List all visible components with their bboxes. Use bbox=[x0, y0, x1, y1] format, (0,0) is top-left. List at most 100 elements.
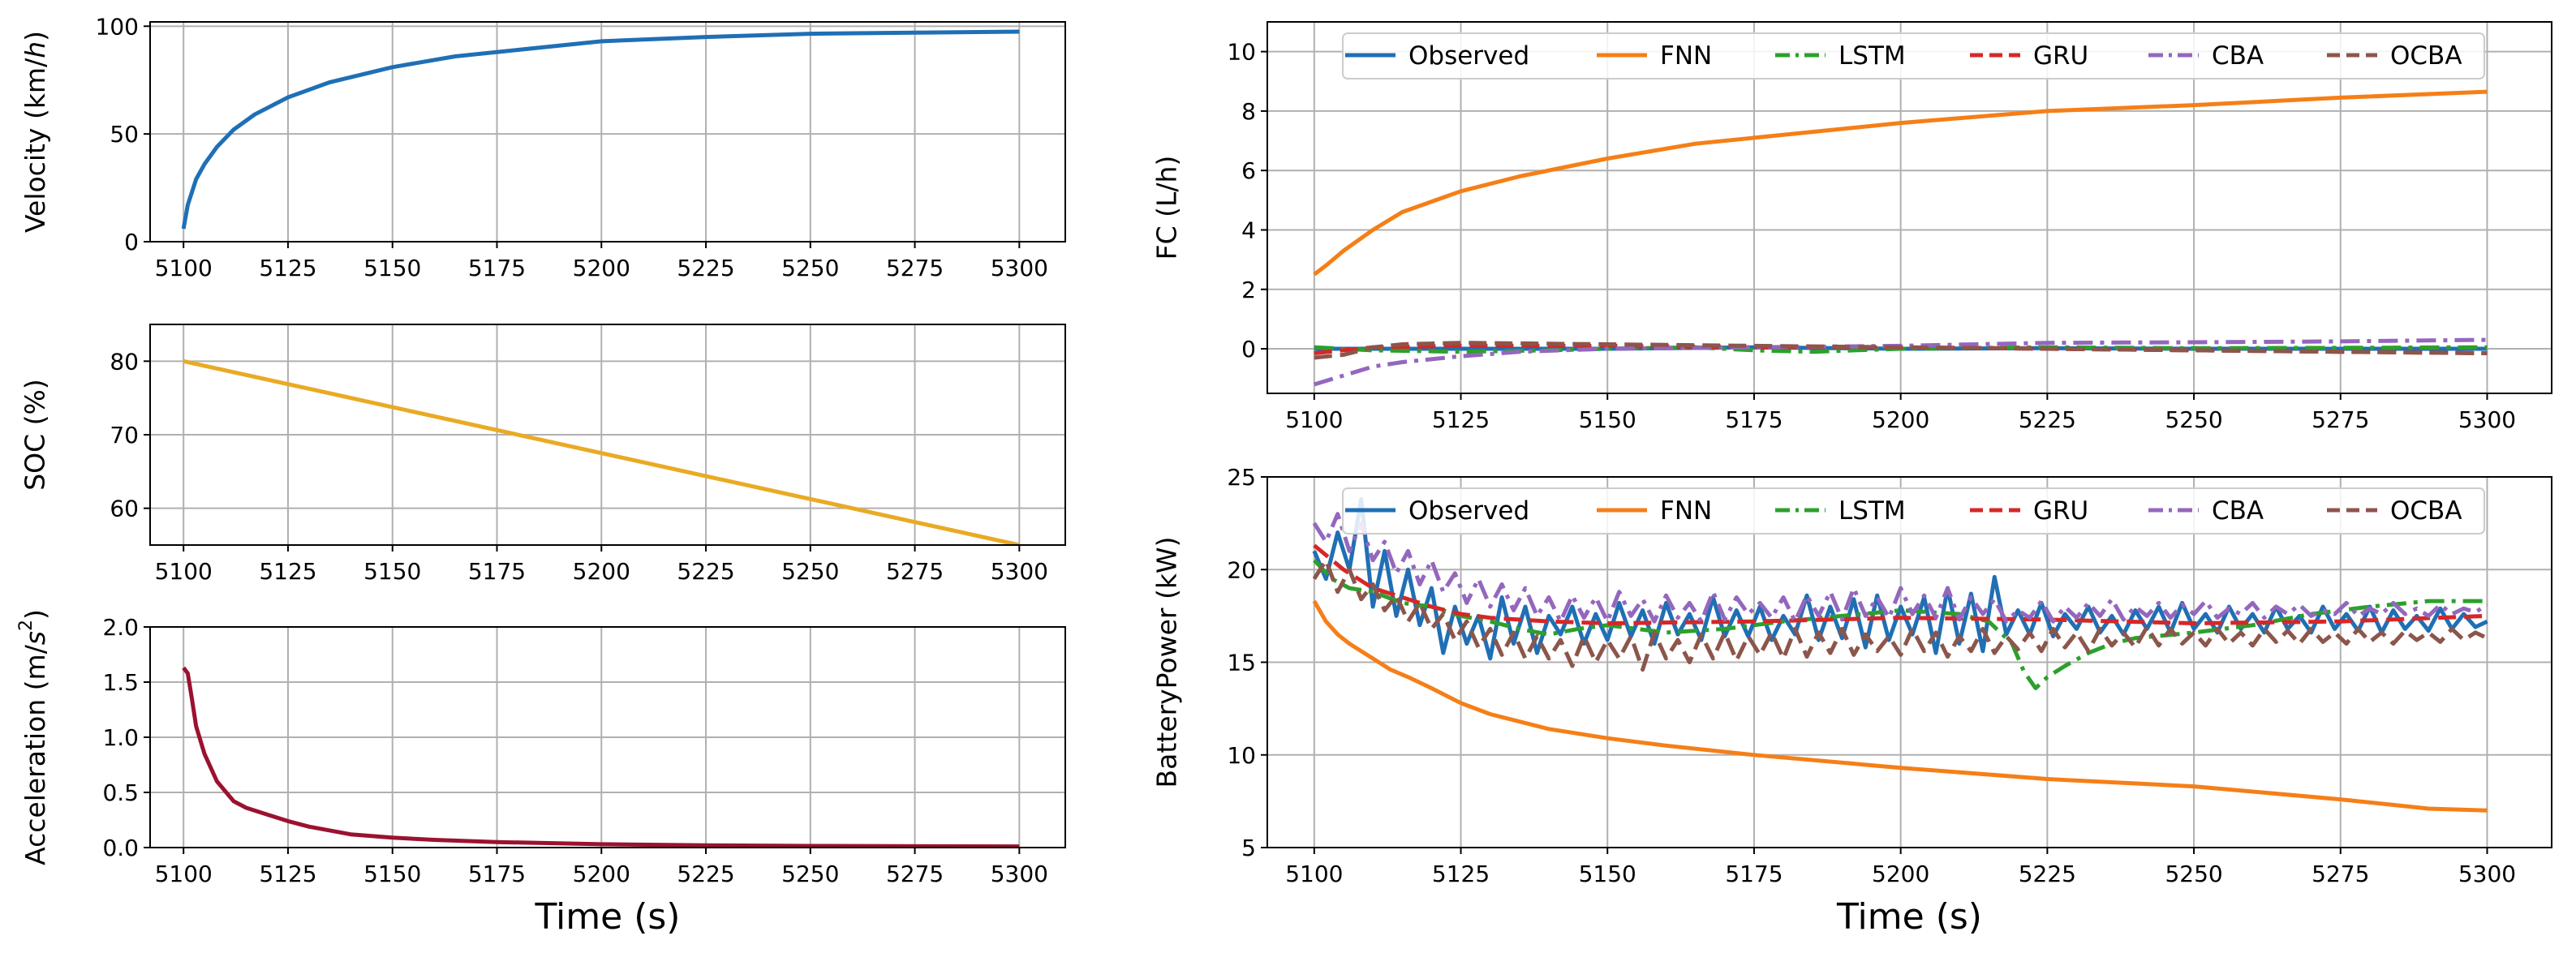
chart-fc: 5100 5125 5150 5175 5200 5225 5250 5275 5300 0 2 4 6… bbox=[1151, 21, 2552, 433]
y-axis-label: Acceleration (m/s2) bbox=[16, 609, 51, 865]
y-tick-label: 2.0 bbox=[102, 614, 139, 641]
legend-label-fnn: FNN bbox=[1660, 496, 1712, 526]
legend-label-fnn: FNN bbox=[1660, 41, 1712, 71]
x-tick-label: 5300 bbox=[2458, 861, 2516, 887]
legend-label-gru: GRU bbox=[2033, 41, 2088, 71]
y-tick-label: 70 bbox=[110, 422, 139, 449]
x-tick-label: 5175 bbox=[1725, 406, 1783, 433]
x-tick-label: 5225 bbox=[677, 861, 734, 887]
x-axis-label: Time (s) bbox=[535, 896, 681, 938]
legend-label-observed: Observed bbox=[1408, 41, 1529, 71]
y-tick-label: 25 bbox=[1227, 464, 1256, 491]
series-line-gru bbox=[1313, 543, 2488, 625]
x-tick-label: 5225 bbox=[2019, 406, 2076, 433]
x-tick-label: 5200 bbox=[573, 861, 630, 887]
x-tick-label: 5225 bbox=[2019, 861, 2076, 887]
x-tick-label: 5275 bbox=[886, 558, 944, 585]
series-line-ocba bbox=[1314, 341, 2488, 360]
x-tick-label: 5200 bbox=[1872, 861, 1929, 887]
x-tick-label: 5175 bbox=[468, 255, 526, 281]
x-tick-label: 5300 bbox=[991, 558, 1048, 585]
x-tick-label: 5200 bbox=[1872, 406, 1929, 433]
legend-label-lstm: LSTM bbox=[1838, 41, 1906, 71]
series-line-fnn bbox=[1313, 89, 2488, 277]
x-axis-label: Time (s) bbox=[1836, 896, 1982, 938]
y-tick-label: 100 bbox=[96, 13, 139, 40]
x-tick-label: 5300 bbox=[2458, 406, 2516, 433]
x-tick-label: 5275 bbox=[886, 255, 944, 281]
series-line-cba bbox=[1314, 337, 2488, 387]
x-tick-label: 5125 bbox=[259, 255, 316, 281]
legend-box bbox=[1342, 487, 2485, 534]
legend-label-ocba: OCBA bbox=[2390, 41, 2462, 71]
y-tick-label: 8 bbox=[1241, 98, 1256, 125]
x-tick-label: 5125 bbox=[259, 861, 316, 887]
x-tick-label: 5100 bbox=[155, 861, 213, 887]
series-line-cba bbox=[1312, 512, 2488, 624]
y-axis-label: SOC (%) bbox=[19, 379, 51, 491]
series-line-fnn bbox=[1312, 599, 2488, 813]
y-tick-label: 50 bbox=[110, 121, 139, 148]
x-tick-label: 5175 bbox=[1725, 861, 1783, 887]
y-tick-label: 0 bbox=[1241, 336, 1256, 363]
series-line-lstm bbox=[1314, 345, 2488, 354]
legend-label-ocba: OCBA bbox=[2390, 496, 2462, 526]
y-tick-label: 0.5 bbox=[102, 779, 139, 806]
x-tick-label: 5275 bbox=[886, 861, 944, 887]
x-tick-label: 5125 bbox=[259, 558, 316, 585]
x-tick-label: 5100 bbox=[1285, 406, 1343, 433]
axes-frame bbox=[149, 626, 1066, 848]
chart-battery: 5100 5125 5150 5175 5200 5225 5250 5275 5300 5 10 1… bbox=[1151, 464, 2552, 938]
axes-frame bbox=[149, 21, 1066, 243]
legend-label-cba: CBA bbox=[2212, 41, 2264, 71]
legend-box bbox=[1342, 32, 2485, 79]
x-tick-label: 5150 bbox=[363, 861, 421, 887]
x-tick-label: 5175 bbox=[468, 558, 526, 585]
series-line-observed bbox=[1312, 496, 2488, 661]
axes-frame bbox=[149, 324, 1066, 546]
x-tick-label: 5250 bbox=[781, 255, 839, 281]
y-tick-label: 0 bbox=[124, 229, 139, 255]
x-tick-label: 5250 bbox=[2165, 406, 2222, 433]
legend: Observed FNN LSTM GRU CBA OCBA bbox=[1342, 32, 2485, 79]
y-tick-label: 4 bbox=[1241, 217, 1256, 243]
x-tick-label: 5125 bbox=[1432, 861, 1490, 887]
x-tick-label: 5150 bbox=[363, 255, 421, 281]
legend-label-lstm: LSTM bbox=[1838, 496, 1906, 526]
y-tick-label: 80 bbox=[110, 348, 139, 375]
series-line-velocity bbox=[181, 29, 1020, 230]
x-tick-label: 5100 bbox=[155, 255, 213, 281]
x-tick-label: 5250 bbox=[2165, 861, 2222, 887]
y-tick-label: 1.5 bbox=[102, 669, 139, 696]
series-line-soc bbox=[183, 358, 1020, 545]
y-tick-label: 5 bbox=[1241, 835, 1256, 861]
y-tick-label: 10 bbox=[1227, 39, 1256, 66]
x-tick-label: 5275 bbox=[2312, 861, 2369, 887]
series-line-ocba bbox=[1312, 558, 2488, 672]
y-tick-label: 0.0 bbox=[102, 835, 139, 861]
x-tick-label: 5150 bbox=[1579, 406, 1636, 433]
x-tick-label: 5100 bbox=[155, 558, 213, 585]
x-tick-label: 5125 bbox=[1432, 406, 1490, 433]
legend-label-cba: CBA bbox=[2212, 496, 2264, 526]
x-tick-label: 5275 bbox=[2312, 406, 2369, 433]
axes-frame bbox=[1266, 21, 2552, 394]
x-tick-label: 5250 bbox=[781, 558, 839, 585]
legend-label-observed: Observed bbox=[1408, 496, 1529, 526]
chart-acceleration: 5100 5125 5150 5175 5200 5225 5250 5275 5300 0.0 0… bbox=[16, 609, 1066, 938]
legend-label-gru: GRU bbox=[2033, 496, 2088, 526]
x-tick-label: 5200 bbox=[573, 255, 630, 281]
chart-soc: 5100 5125 5150 5175 5200 5225 5250 5275 5300 60 70… bbox=[19, 324, 1066, 585]
y-tick-label: 60 bbox=[110, 496, 139, 522]
y-tick-label: 6 bbox=[1241, 157, 1256, 184]
x-tick-label: 5300 bbox=[991, 861, 1048, 887]
y-axis-label: FC (L/h) bbox=[1151, 156, 1183, 260]
y-tick-label: 20 bbox=[1227, 556, 1256, 583]
chart-velocity: 5100 5125 5150 5175 5200 5225 5250 5275 5300 0 50 1… bbox=[19, 13, 1066, 281]
axes-frame bbox=[1266, 476, 2552, 848]
x-tick-label: 5200 bbox=[573, 558, 630, 585]
y-tick-label: 2 bbox=[1241, 277, 1256, 303]
y-tick-label: 15 bbox=[1227, 650, 1256, 676]
y-axis-label: Velocity (km/h) bbox=[19, 31, 51, 233]
